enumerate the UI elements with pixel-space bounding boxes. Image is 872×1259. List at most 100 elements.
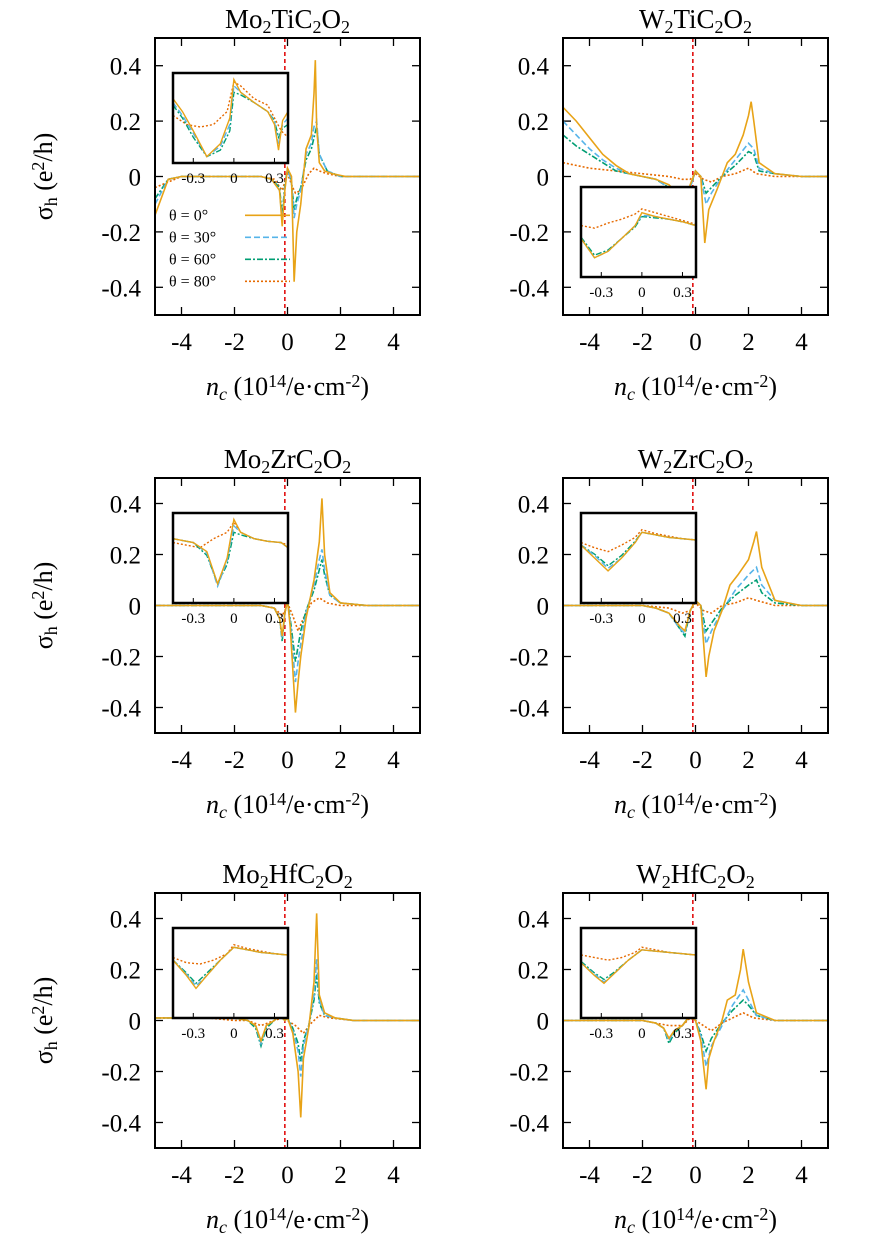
x-tick-label: 0 [689, 329, 702, 356]
x-tick-label: 4 [387, 1162, 400, 1189]
panel-1: Mo2TiC2O2 -4 -2 0 2 4 -0.4 -0.2 0 0.2 0.4 -0.3 0 0.3 θ… [28, 4, 421, 404]
inset-x-tick-label: 0.3 [265, 611, 284, 627]
inset-frame [171, 511, 290, 605]
inset-frame [579, 185, 698, 279]
legend: θ = 0° θ = 30° θ = 60° θ = 80° [169, 207, 290, 290]
x-tick-label: -2 [224, 747, 245, 774]
y-tick-label: 0 [129, 165, 142, 192]
y-tick-label: 0.4 [518, 492, 550, 519]
inset-x-tick-label: 0 [230, 171, 238, 187]
inset-x-tick-label: -0.3 [181, 611, 205, 627]
inset-series-line-2 [173, 91, 288, 158]
inset-x-tick-label: 0.3 [265, 1026, 284, 1042]
inset-frame [579, 511, 698, 605]
y-tick-label: 0.2 [110, 958, 141, 985]
x-tick-label: 4 [795, 747, 808, 774]
plot-frame [562, 477, 829, 734]
panel-5: Mo2HfC2O2 -4 -2 0 2 4 -0.4 -0.2 0 0.2 0.4 -0.3 0 0.3 n… [28, 859, 421, 1237]
y-tick-label: 0.4 [110, 54, 142, 81]
series-line-0 [155, 498, 420, 713]
x-tick-label: 4 [387, 329, 400, 356]
series-line-2 [155, 974, 420, 1062]
series-line-3 [563, 161, 828, 183]
panel-title: W2HfC2O2 [636, 859, 754, 892]
plot-frame [562, 37, 829, 316]
y-tick-label: -0.4 [101, 696, 141, 723]
x-tick-label: 0 [281, 747, 294, 774]
legend-entry-label: θ = 80° [169, 273, 216, 290]
legend-entry-label: θ = 60° [169, 251, 216, 268]
x-tick-label: -4 [171, 329, 192, 356]
inset-x-tick-label: -0.3 [181, 1026, 205, 1042]
x-tick-label: -2 [224, 1162, 245, 1189]
x-tick-label: 2 [742, 747, 755, 774]
inset-series-line-2 [173, 531, 288, 586]
x-axis-label: nc (1014/e·cm-2) [206, 371, 369, 404]
panel-title: Mo2HfC2O2 [222, 859, 353, 892]
y-tick-label: 0.4 [518, 907, 550, 934]
x-tick-label: 4 [795, 329, 808, 356]
inset-series-line-0 [581, 211, 696, 259]
y-tick-label: 0.4 [110, 907, 142, 934]
inset-series-line-0 [173, 517, 288, 586]
y-axis-label: σh (e2/h) [28, 133, 61, 221]
x-tick-label: 2 [334, 747, 347, 774]
inset-frame [171, 926, 290, 1020]
inset-x-tick-label: -0.3 [589, 285, 613, 301]
panel-title: W2TiC2O2 [639, 4, 752, 37]
inset-series-line-1 [173, 524, 288, 589]
y-tick-label: -0.4 [509, 1111, 549, 1138]
series-line-1 [563, 120, 828, 213]
y-tick-label: -0.2 [509, 220, 549, 247]
plot-frame [154, 37, 421, 316]
inset-series-line-1 [173, 84, 288, 158]
inset-x-tick-label: 0 [638, 285, 646, 301]
inset-x-tick-label: 0.3 [673, 285, 692, 301]
panel-3: Mo2ZrC2O2 -4 -2 0 2 4 -0.4 -0.2 0 0.2 0.4 -0.3 0 0.3 n… [28, 444, 421, 822]
series-line-3 [563, 597, 828, 615]
legend-entry-label: θ = 0° [169, 207, 208, 224]
panel-2: W2TiC2O2 -4 -2 0 2 4 -0.4 -0.2 0 0.2 0.4 -0.3 0 0.3 nc… [509, 4, 829, 404]
inset-x-tick-label: 0 [230, 611, 238, 627]
panel-4: W2ZrC2O2 -4 -2 0 2 4 -0.4 -0.2 0 0.2 0.4 -0.3 0 0.3 nc… [509, 444, 829, 822]
y-tick-label: 0 [537, 594, 550, 621]
inset-series-line-3 [173, 943, 288, 965]
x-tick-label: 4 [387, 747, 400, 774]
x-axis-label: nc (1014/e·cm-2) [206, 789, 369, 822]
panel-title: W2ZrC2O2 [638, 444, 753, 477]
inset-plot: -0.3 0 0.3 [171, 511, 290, 627]
y-tick-label: -0.2 [509, 1060, 549, 1087]
inset-x-tick-label: 0 [638, 611, 646, 627]
x-axis-label: nc (1014/e·cm-2) [206, 1204, 369, 1237]
panel-6: W2HfC2O2 -4 -2 0 2 4 -0.4 -0.2 0 0.2 0.4 -0.3 0 0.3 nc… [509, 859, 829, 1237]
legend-entry-label: θ = 30° [169, 229, 216, 246]
series-line-0 [155, 60, 420, 282]
inset-x-tick-label: 0.3 [673, 1026, 692, 1042]
y-tick-label: 0.2 [518, 543, 549, 570]
inset-x-tick-label: -0.3 [589, 611, 613, 627]
x-tick-label: 0 [281, 329, 294, 356]
y-tick-label: -0.2 [101, 220, 141, 247]
y-tick-label: -0.4 [509, 696, 549, 723]
panel-title: Mo2ZrC2O2 [224, 444, 352, 477]
y-tick-label: 0.4 [110, 492, 142, 519]
series-line-0 [563, 101, 828, 244]
series-line-0 [155, 913, 420, 1118]
y-tick-label: -0.4 [509, 275, 549, 302]
y-tick-label: -0.4 [101, 275, 141, 302]
x-tick-label: 0 [281, 1162, 294, 1189]
x-axis-label: nc (1014/e·cm-2) [614, 1204, 777, 1237]
x-tick-label: -2 [632, 1162, 653, 1189]
x-tick-label: -2 [224, 329, 245, 356]
inset-series-line-3 [581, 946, 696, 961]
y-tick-label: 0.2 [110, 543, 141, 570]
plot-frame [154, 477, 421, 734]
inset-x-tick-label: -0.3 [589, 1026, 613, 1042]
y-tick-label: -0.2 [509, 645, 549, 672]
inset-x-tick-label: 0.3 [265, 171, 284, 187]
y-tick-label: 0.2 [518, 109, 549, 136]
plot-frame [562, 892, 829, 1149]
inset-plot: -0.3 0 0.3 [171, 71, 290, 187]
x-tick-label: 4 [795, 1162, 808, 1189]
